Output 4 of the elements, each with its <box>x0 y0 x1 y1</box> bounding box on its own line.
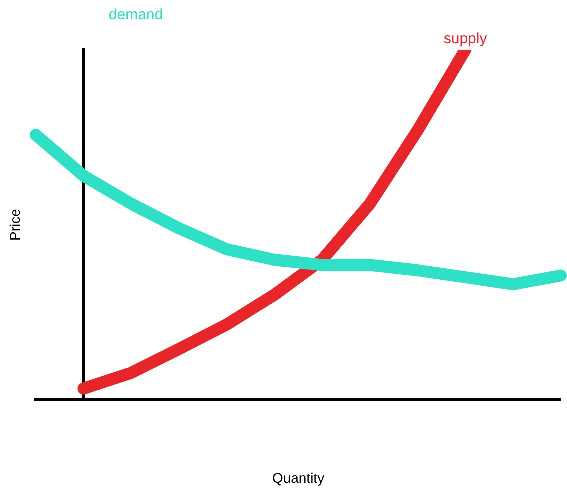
x-axis-title: Quantity <box>272 470 325 486</box>
y-axis-title: Price <box>6 208 23 241</box>
series-label: supply <box>444 30 488 48</box>
text: demand <box>108 6 164 24</box>
